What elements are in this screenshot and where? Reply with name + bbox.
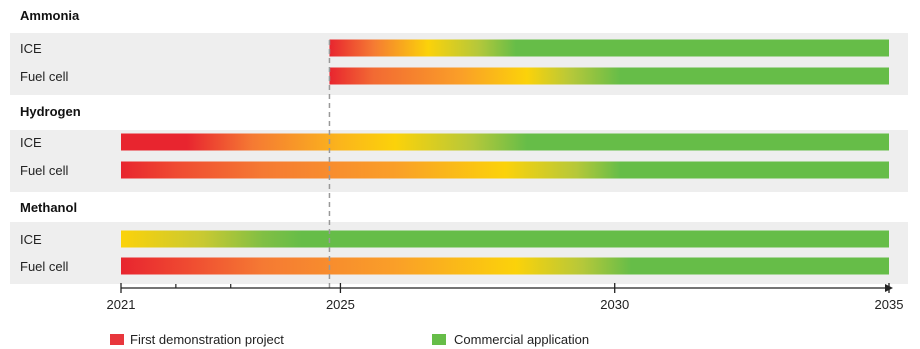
labels: Ammonia ICE Fuel cell Hydrogen ICE Fuel cell M… (20, 8, 81, 274)
group-title: Hydrogen (20, 104, 81, 119)
row-label: Fuel cell (20, 259, 69, 274)
timeline-bar (329, 39, 889, 57)
x-axis: 2021 2025 2030 2035 (107, 40, 904, 312)
row-label: Fuel cell (20, 69, 69, 84)
timeline-bar (121, 161, 889, 179)
group-title: Methanol (20, 200, 77, 215)
row-label: ICE (20, 41, 42, 56)
legend-label: Commercial application (454, 332, 589, 347)
x-tick-label: 2025 (326, 297, 355, 312)
timeline-bar (121, 133, 889, 151)
x-tick-label: 2021 (107, 297, 136, 312)
legend-label: First demonstration project (130, 332, 284, 347)
row-label: ICE (20, 135, 42, 150)
timeline-bar (121, 257, 889, 275)
x-tick-label: 2035 (875, 297, 904, 312)
legend-swatch (432, 334, 446, 345)
timeline-bar (121, 230, 889, 248)
legend: First demonstration project Commercial ap… (110, 332, 589, 347)
group-title: Ammonia (20, 8, 80, 23)
legend-swatch (110, 334, 124, 345)
row-label: ICE (20, 232, 42, 247)
bars (121, 39, 889, 275)
timeline-bar (329, 67, 889, 85)
x-tick-label: 2030 (600, 297, 629, 312)
row-label: Fuel cell (20, 163, 69, 178)
